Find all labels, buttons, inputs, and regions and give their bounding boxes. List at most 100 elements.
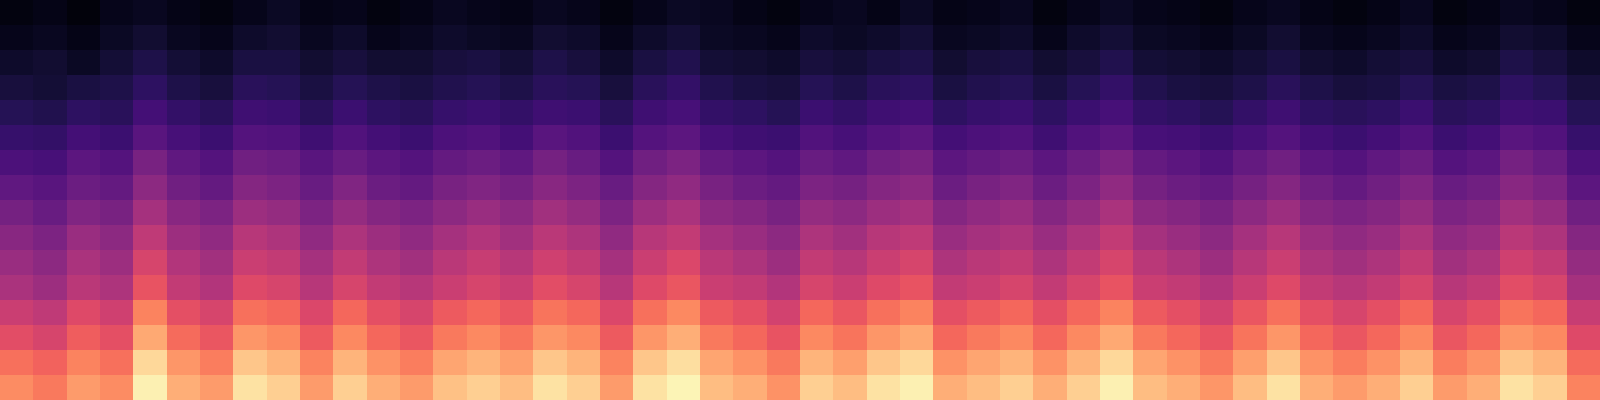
heatmap-cell [233,175,267,201]
heatmap-cell [533,100,567,126]
heatmap-cell [133,75,167,101]
heatmap-cell [767,100,801,126]
heatmap-cell [767,150,801,176]
heatmap-cell [233,125,267,151]
heatmap-cell [733,150,767,176]
heatmap-cell [133,325,167,351]
heatmap-cell [33,25,67,51]
heatmap-cell [733,25,767,51]
heatmap-cell [1133,275,1167,301]
heatmap-cell [367,175,401,201]
heatmap-cell [900,75,934,101]
heatmap-cell [567,75,601,101]
heatmap-cell [333,75,367,101]
heatmap-cell [1133,50,1167,76]
heatmap-cell [1300,225,1334,251]
heatmap-cell [1233,100,1267,126]
heatmap-cell [1300,175,1334,201]
heatmap-cell [1267,225,1301,251]
heatmap-cell [1233,200,1267,226]
heatmap-cell [1200,0,1234,26]
heatmap-cell [667,200,701,226]
heatmap-cell [1167,250,1201,276]
heatmap-cell [1433,25,1467,51]
heatmap-cell [1500,125,1534,151]
heatmap-cell [333,0,367,26]
heatmap-cell [833,375,867,400]
heatmap-cell [1200,50,1234,76]
heatmap-cell [767,175,801,201]
heatmap-cell [1500,350,1534,376]
heatmap-cell [1033,75,1067,101]
heatmap-cell [867,350,901,376]
heatmap-cell [667,100,701,126]
heatmap-cell [0,375,34,400]
heatmap-cell [1000,100,1034,126]
heatmap-cell [933,125,967,151]
heatmap-cell [433,175,467,201]
heatmap-cell [767,50,801,76]
heatmap-cell [433,350,467,376]
heatmap-cell [1167,25,1201,51]
heatmap-cell [1533,250,1567,276]
chart-container [0,0,1600,400]
heatmap-cell [467,25,501,51]
heatmap-cell [1433,250,1467,276]
heatmap-cell [767,125,801,151]
heatmap-cell [33,50,67,76]
heatmap-cell [200,200,234,226]
heatmap-cell [733,275,767,301]
heatmap-cell [467,150,501,176]
heatmap-cell [433,50,467,76]
heatmap-cell [700,200,734,226]
heatmap-cell [733,100,767,126]
heatmap-cell [967,225,1001,251]
heatmap-cell [1467,375,1501,400]
heatmap-cell [1400,175,1434,201]
heatmap-cell [167,275,201,301]
heatmap-cell [1033,25,1067,51]
heatmap-cell [900,250,934,276]
heatmap-cell [1400,125,1434,151]
heatmap-cell [933,0,967,26]
heatmap-cell [67,0,101,26]
heatmap-cell [167,325,201,351]
heatmap-cell [1000,175,1034,201]
heatmap-cell [1500,150,1534,176]
heatmap-cell [700,350,734,376]
heatmap-cell [133,300,167,326]
heatmap-cell [1367,300,1401,326]
heatmap-cell [67,325,101,351]
heatmap-cell [633,50,667,76]
heatmap-cell [1533,125,1567,151]
heatmap-cell [667,325,701,351]
heatmap-cell [1067,225,1101,251]
heatmap-cell [0,50,34,76]
heatmap-cell [1200,375,1234,400]
heatmap-cell [500,25,534,51]
heatmap-cell [1433,150,1467,176]
heatmap-cell [1467,200,1501,226]
heatmap-cell [700,100,734,126]
heatmap-cell [1467,25,1501,51]
heatmap-cell [1067,275,1101,301]
heatmap-cell [333,150,367,176]
heatmap-cell [1200,350,1234,376]
heatmap-cell [167,50,201,76]
heatmap-cell [1300,50,1334,76]
heatmap-cell [400,25,434,51]
heatmap-cell [433,375,467,400]
heatmap-cell [800,375,834,400]
heatmap-cell [733,250,767,276]
heatmap-cell [1267,250,1301,276]
heatmap-cell [1167,275,1201,301]
heatmap-cell [400,350,434,376]
heatmap-cell [1333,350,1367,376]
heatmap-cell [1533,100,1567,126]
heatmap-cell [700,250,734,276]
heatmap-cell [67,50,101,76]
heatmap-cell [1333,250,1367,276]
heatmap-cell [133,175,167,201]
heatmap-cell [1333,275,1367,301]
heatmap-cell [133,50,167,76]
